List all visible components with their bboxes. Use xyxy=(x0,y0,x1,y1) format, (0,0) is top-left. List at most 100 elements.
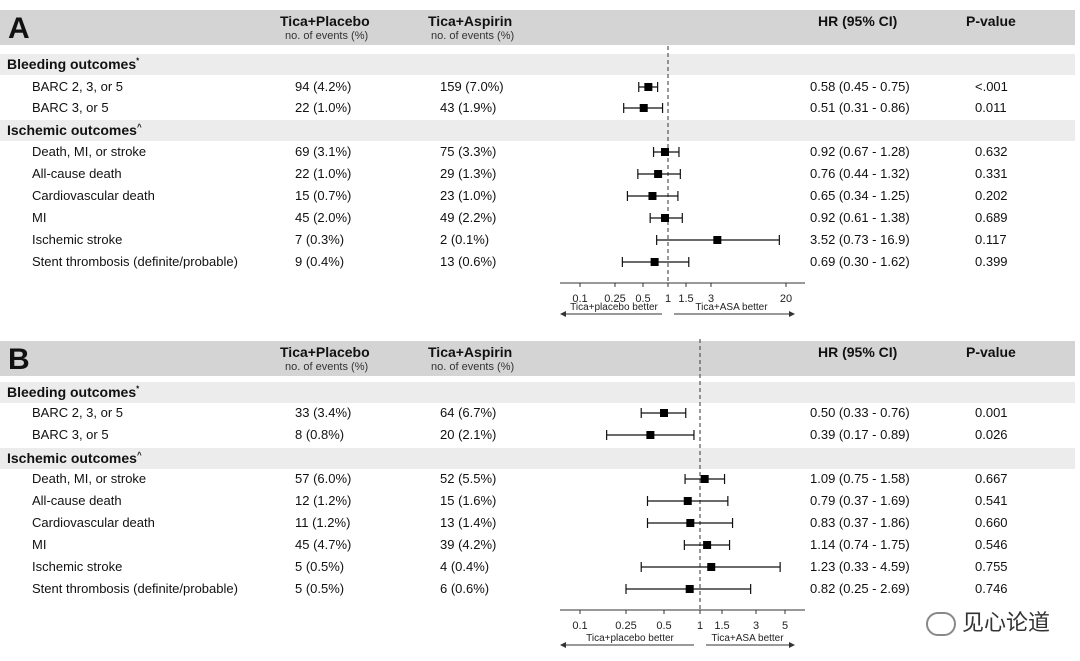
hr-ci-value: 3.52 (0.73 - 16.9) xyxy=(810,232,910,247)
panel-a: A Tica+Placebo no. of events (%) Tica+As… xyxy=(0,0,1080,330)
section-title: Ischemic outcomes xyxy=(7,122,137,138)
row-label: MI xyxy=(32,537,47,552)
section-title: Bleeding outcomes xyxy=(7,56,137,72)
hr-title: HR (95% CI) xyxy=(818,344,898,360)
hr-point xyxy=(707,563,716,571)
p-title: P-value xyxy=(966,13,1016,29)
hr-point xyxy=(686,519,695,527)
col2-value: 49 (2.2%) xyxy=(440,210,497,225)
col1-title: Tica+Placebo xyxy=(280,344,370,360)
p-value: 0.117 xyxy=(975,232,1007,247)
col1-value: 5 (0.5%) xyxy=(295,581,345,596)
right-direction-label: Tica+ASA better xyxy=(695,302,768,313)
p-value: 0.689 xyxy=(975,210,1008,225)
panel-letter: B xyxy=(8,343,30,376)
hr-title: HR (95% CI) xyxy=(818,13,898,29)
p-value: 0.660 xyxy=(975,515,1008,530)
col1-value: 33 (3.4%) xyxy=(295,405,352,420)
col2-value: 2 (0.1%) xyxy=(440,232,490,247)
row-label: BARC 3, or 5 xyxy=(32,427,109,442)
col2-value: 15 (1.6%) xyxy=(440,493,497,508)
col2-subtitle: no. of events (%) xyxy=(431,361,515,373)
row-label: Death, MI, or stroke xyxy=(32,471,147,486)
x-tick-label: 1 xyxy=(665,293,671,305)
row-label: Cardiovascular death xyxy=(32,515,155,530)
hr-ci-value: 0.69 (0.30 - 1.62) xyxy=(810,254,910,269)
row-label: Ischemic stroke xyxy=(32,559,123,574)
p-value: 0.746 xyxy=(975,581,1008,596)
col2-value: 159 (7.0%) xyxy=(440,79,504,94)
col2-value: 6 (0.6%) xyxy=(440,581,490,596)
x-tick-label: 0.25 xyxy=(604,293,625,305)
col2-value: 39 (4.2%) xyxy=(440,537,497,552)
x-tick-label: 0.5 xyxy=(635,293,650,305)
hr-ci-value: 0.83 (0.37 - 1.86) xyxy=(810,515,910,530)
col1-value: 22 (1.0%) xyxy=(295,166,352,181)
hr-point xyxy=(683,497,692,505)
left-direction-label: Tica+placebo better xyxy=(570,302,658,313)
x-tick-label: 20 xyxy=(780,293,792,305)
row-label: Death, MI, or stroke xyxy=(32,144,147,159)
row-label: MI xyxy=(32,210,47,225)
p-title: P-value xyxy=(966,344,1016,360)
col2-value: 13 (0.6%) xyxy=(440,254,497,269)
p-value: 0.755 xyxy=(975,559,1008,574)
x-tick-label: 5 xyxy=(782,620,788,632)
col1-title: Tica+Placebo xyxy=(280,13,370,29)
hr-point xyxy=(700,475,709,483)
section-ischemic: Ischemic outcomes^ xyxy=(0,120,1075,141)
hr-point xyxy=(713,236,722,244)
col2-value: 20 (2.1%) xyxy=(440,427,497,442)
watermark: 见心论道 xyxy=(925,605,1050,637)
col1-value: 9 (0.4%) xyxy=(295,254,345,269)
hr-ci-value: 0.65 (0.34 - 1.25) xyxy=(810,188,910,203)
hr-point xyxy=(646,431,655,439)
col2-value: 75 (3.3%) xyxy=(440,144,497,159)
p-value: 0.202 xyxy=(975,188,1008,203)
col2-subtitle: no. of events (%) xyxy=(431,30,515,42)
col2-value: 23 (1.0%) xyxy=(440,188,497,203)
col1-value: 8 (0.8%) xyxy=(295,427,345,442)
section-mark: * xyxy=(136,56,140,66)
col1-value: 94 (4.2%) xyxy=(295,79,352,94)
col1-value: 22 (1.0%) xyxy=(295,100,352,115)
col2-title: Tica+Aspirin xyxy=(428,13,513,29)
section-title: Ischemic outcomes xyxy=(7,450,137,466)
col1-subtitle: no. of events (%) xyxy=(285,361,369,373)
x-tick-label: 1 xyxy=(697,620,703,632)
hr-ci-value: 0.92 (0.61 - 1.38) xyxy=(810,210,910,225)
row-label: All-cause death xyxy=(32,166,122,181)
row-label: BARC 2, 3, or 5 xyxy=(32,405,124,420)
p-value: 0.546 xyxy=(975,537,1008,552)
row-label: BARC 2, 3, or 5 xyxy=(32,79,124,94)
hr-point xyxy=(660,214,669,222)
left-arrowhead xyxy=(560,642,566,648)
x-tick-label: 0.1 xyxy=(572,620,587,632)
p-value: 0.001 xyxy=(975,405,1008,420)
hr-point xyxy=(654,170,663,178)
hr-ci-value: 1.23 (0.33 - 4.59) xyxy=(810,559,910,574)
x-tick-label: 0.25 xyxy=(615,620,636,632)
forest-plot-b: 0.1 0.25 0.5 1 1.5 3 5 Tica+placebo better Tica+… xyxy=(560,339,805,648)
col1-value: 15 (0.7%) xyxy=(295,188,352,203)
p-value: 0.667 xyxy=(975,471,1008,486)
col1-value: 57 (6.0%) xyxy=(295,471,352,486)
col1-value: 69 (3.1%) xyxy=(295,144,352,159)
panel-b: B Tica+Placebo no. of events (%) Tica+As… xyxy=(0,331,1080,661)
col1-value: 7 (0.3%) xyxy=(295,232,345,247)
section-mark: ^ xyxy=(136,122,142,132)
hr-point xyxy=(648,192,657,200)
p-value: <.001 xyxy=(975,79,1008,94)
x-tick-label: 1.5 xyxy=(678,293,693,305)
x-tick-label: 1.5 xyxy=(714,620,729,632)
p-value: 0.331 xyxy=(975,166,1008,181)
hr-point xyxy=(650,258,659,266)
p-value: 0.632 xyxy=(975,144,1008,159)
x-tick-label: 0.5 xyxy=(656,620,671,632)
forest-plot-a: 0.1 0.25 0.5 1 1.5 3 20 Tica+placebo better Tica… xyxy=(560,46,805,317)
right-arrowhead xyxy=(789,642,795,648)
row-label: Stent thrombosis (definite/probable) xyxy=(32,254,238,269)
x-tick-label: 0.1 xyxy=(572,293,587,305)
hr-point xyxy=(644,83,653,91)
hr-ci-value: 0.58 (0.45 - 0.75) xyxy=(810,79,910,94)
